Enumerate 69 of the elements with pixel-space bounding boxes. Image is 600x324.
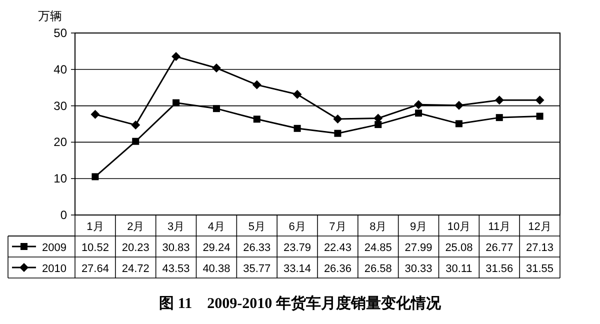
data-label: 22.43 — [324, 242, 352, 254]
y-tick-label: 50 — [54, 26, 68, 40]
data-label: 24.72 — [122, 263, 150, 275]
x-tick-label: 11月 — [488, 221, 511, 233]
x-tick-label: 9月 — [410, 221, 428, 233]
point — [252, 80, 262, 90]
point — [374, 121, 382, 128]
data-label: 24.85 — [364, 242, 392, 254]
point — [292, 90, 302, 99]
y-tick-label: 10 — [54, 172, 68, 186]
point — [334, 130, 342, 137]
data-label: 10.52 — [81, 242, 109, 254]
data-label: 31.55 — [526, 263, 554, 275]
data-label: 40.38 — [202, 263, 230, 275]
y-tick-label: 0 — [60, 208, 68, 222]
data-label: 30.83 — [162, 242, 190, 254]
data-label: 25.08 — [445, 242, 473, 254]
data-label: 35.77 — [243, 263, 271, 275]
text: 图 11 2009-2010 年货车月度销量变化情况 — [159, 294, 442, 312]
point — [333, 114, 342, 124]
point — [92, 173, 99, 180]
x-tick-label: 2月 — [127, 221, 144, 233]
data-label: 29.24 — [202, 242, 230, 254]
y-axis-title: 万辆 — [38, 9, 62, 23]
data-label: 30.11 — [446, 263, 472, 275]
data-label: 43.53 — [162, 263, 190, 275]
point — [90, 110, 100, 119]
data-label: 27.99 — [404, 242, 432, 254]
x-tick-label: 3月 — [167, 221, 185, 233]
point — [253, 116, 260, 123]
legend-label: 2010 — [42, 263, 66, 275]
y-tick-label: 30 — [54, 98, 68, 113]
point — [536, 112, 544, 120]
point — [172, 52, 181, 62]
point — [494, 96, 504, 105]
x-tick-label: 4月 — [208, 221, 226, 233]
x-tick-label: 10月 — [447, 221, 471, 233]
x-tick-label: 8月 — [370, 221, 387, 233]
data-label: 26.77 — [486, 242, 514, 254]
point — [172, 99, 180, 106]
data-label: 33.14 — [284, 263, 312, 275]
data-label: 26.33 — [243, 242, 271, 254]
data-label: 31.56 — [486, 263, 514, 275]
data-label: 30.33 — [404, 263, 432, 275]
point — [414, 100, 424, 110]
y-tick-label: 20 — [54, 135, 68, 150]
x-tick-label: 1月 — [86, 221, 104, 233]
point — [131, 120, 140, 130]
data-label: 26.58 — [364, 263, 392, 275]
x-tick-label: 5月 — [248, 221, 266, 233]
point — [496, 114, 503, 122]
data-label: 27.13 — [526, 242, 554, 254]
legend-label: 2009 — [42, 242, 66, 254]
y-tick-label: 40 — [54, 62, 68, 76]
point — [454, 100, 464, 110]
point — [535, 96, 544, 105]
data-label: 27.64 — [81, 263, 109, 275]
point — [132, 138, 140, 145]
point — [415, 110, 422, 117]
x-tick-label: 6月 — [288, 221, 306, 233]
point — [455, 120, 462, 128]
point — [212, 64, 221, 73]
data-label: 26.36 — [324, 263, 352, 275]
data-label: 23.79 — [284, 242, 312, 254]
point — [212, 105, 220, 112]
data-label: 20.23 — [122, 242, 150, 254]
x-tick-label: 7月 — [329, 221, 346, 233]
x-tick-label: 12月 — [528, 221, 552, 233]
point — [294, 124, 301, 132]
